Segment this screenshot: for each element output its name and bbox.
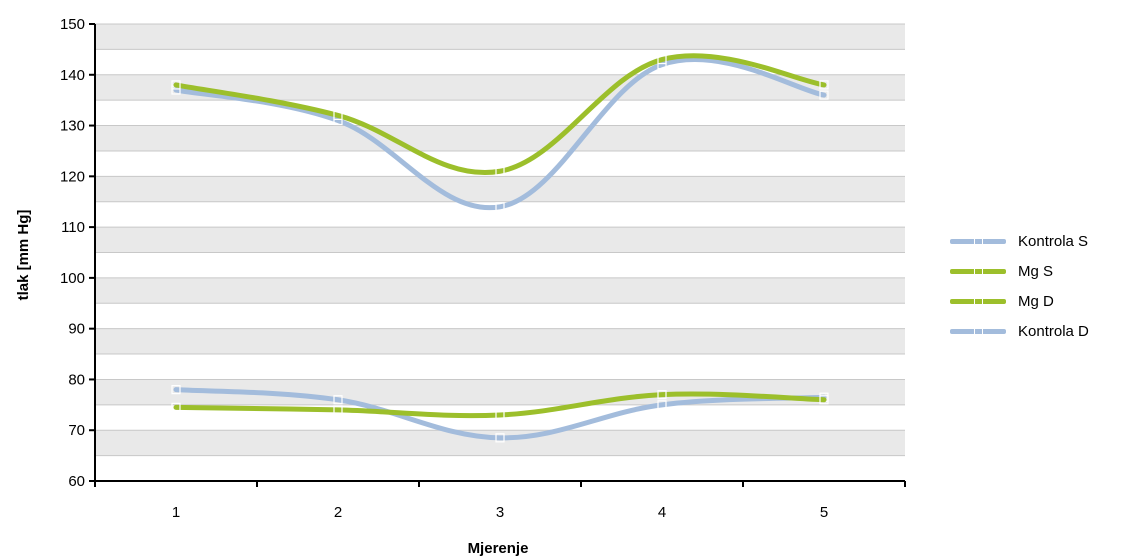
x-tick-label: 2: [334, 504, 342, 521]
data-point-kontrola-d: [171, 385, 181, 395]
grid-band: [95, 430, 905, 456]
y-tick-label: 110: [61, 219, 85, 236]
grid-band: [95, 24, 905, 50]
x-tick-label: 3: [496, 504, 504, 521]
data-point-mg-d: [171, 402, 181, 412]
data-point-mg-s: [657, 54, 667, 65]
data-point-kontrola-d: [333, 395, 343, 405]
legend-item-kontrola-d: Kontrola D: [948, 316, 1128, 346]
series-mg-s: [171, 53, 829, 176]
grid-band: [95, 328, 905, 355]
y-tick-label: 70: [68, 422, 85, 439]
legend-swatch: [948, 234, 1008, 248]
legend-item-mg-s: Mg S: [948, 256, 1128, 286]
data-point-mg-s: [819, 80, 829, 90]
legend-item-mg-d: Mg D: [948, 286, 1128, 316]
y-axis-title: tlak [mm Hg]: [15, 210, 32, 301]
grid-band: [95, 125, 905, 151]
legend: Kontrola S Mg S Mg D Kontrola D: [948, 226, 1128, 346]
data-point-mg-d: [819, 395, 829, 405]
x-tick-labels: 1 2 3 4 5: [172, 504, 828, 521]
data-point-mg-d: [495, 410, 505, 420]
y-tick-label: 140: [60, 67, 85, 84]
grid-band: [95, 176, 905, 202]
data-point-mg-s: [495, 166, 505, 176]
y-tick-label: 100: [60, 270, 85, 287]
series-layer: [171, 53, 829, 443]
series-line-kontrola-s: [173, 57, 827, 211]
series-line-kontrola-d: [173, 387, 827, 441]
y-tick-labels: 60 70 80 90 100 110 120 130 140 150: [60, 16, 85, 490]
gridlines: [95, 23, 905, 457]
legend-swatch: [948, 294, 1008, 308]
data-point-kontrola-s: [819, 90, 829, 100]
series-mg-d: [171, 390, 829, 420]
y-tick-label: 80: [68, 371, 85, 388]
x-tick-label: 1: [172, 504, 180, 521]
legend-label: Mg D: [1018, 292, 1054, 310]
legend-swatch: [948, 264, 1008, 278]
grid-band: [95, 277, 905, 304]
series-line-mg-s: [173, 53, 827, 176]
data-point-mg-s: [333, 110, 343, 121]
legend-swatch: [948, 324, 1008, 338]
data-point-kontrola-d: [657, 400, 667, 410]
axes: [89, 23, 906, 487]
legend-label: Mg S: [1018, 262, 1054, 280]
y-tick-label: 130: [60, 118, 85, 135]
series-line-mg-d: [173, 391, 827, 419]
y-tick-label: 90: [68, 321, 85, 338]
x-tick-label: 5: [820, 504, 828, 521]
data-point-mg-s: [171, 80, 181, 90]
data-point-mg-d: [657, 390, 667, 400]
x-axis-title: Mjerenje: [468, 540, 529, 557]
legend-label: Kontrola D: [1018, 322, 1089, 340]
legend-item-kontrola-s: Kontrola S: [948, 226, 1128, 256]
data-point-mg-d: [333, 405, 343, 415]
legend-label: Kontrola S: [1018, 232, 1089, 250]
data-point-kontrola-s: [495, 202, 505, 212]
grid-band: [95, 227, 905, 253]
data-point-kontrola-d: [495, 433, 505, 443]
y-tick-label: 60: [68, 473, 85, 490]
y-tick-label: 120: [60, 168, 85, 185]
y-tick-label: 150: [60, 16, 85, 33]
x-tick-label: 4: [658, 504, 666, 521]
